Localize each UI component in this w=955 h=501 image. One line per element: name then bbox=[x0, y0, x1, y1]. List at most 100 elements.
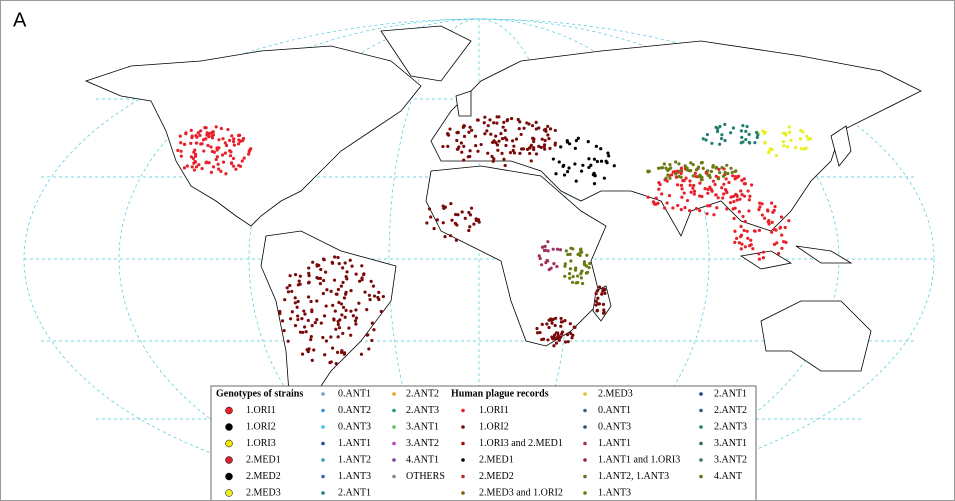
record-point bbox=[363, 290, 367, 294]
panel-label: A bbox=[13, 9, 27, 31]
record-point bbox=[753, 141, 757, 145]
legend-label: 0.ANT1 bbox=[598, 405, 631, 416]
record-point bbox=[671, 206, 675, 210]
record-point bbox=[231, 156, 236, 161]
record-point bbox=[677, 162, 681, 166]
record-point bbox=[370, 321, 374, 325]
record-point bbox=[194, 165, 199, 169]
record-point bbox=[741, 214, 745, 219]
record-point bbox=[528, 151, 532, 156]
record-point bbox=[184, 132, 188, 136]
record-point bbox=[758, 205, 762, 209]
record-point bbox=[502, 157, 506, 161]
record-point bbox=[772, 227, 777, 232]
record-point bbox=[739, 141, 743, 145]
record-point bbox=[212, 150, 216, 154]
record-point bbox=[724, 177, 728, 181]
record-point bbox=[739, 247, 743, 251]
record-point bbox=[692, 192, 696, 196]
record-point bbox=[483, 132, 487, 136]
record-point bbox=[737, 241, 741, 245]
record-point bbox=[576, 252, 580, 257]
record-point bbox=[646, 170, 650, 174]
record-point bbox=[370, 338, 374, 343]
legend-label: 2.MED1 bbox=[479, 454, 514, 465]
legend-marker bbox=[461, 458, 465, 462]
record-point bbox=[286, 290, 291, 294]
record-point bbox=[324, 270, 328, 274]
record-point bbox=[735, 236, 739, 241]
record-point bbox=[780, 246, 784, 250]
record-point bbox=[568, 267, 572, 271]
record-point bbox=[700, 175, 704, 179]
record-point bbox=[731, 194, 735, 198]
record-point bbox=[746, 189, 750, 193]
legend-marker bbox=[225, 489, 233, 497]
legend-marker bbox=[583, 392, 587, 396]
record-point bbox=[540, 137, 544, 141]
record-point bbox=[726, 171, 730, 176]
record-point bbox=[805, 134, 809, 138]
record-point bbox=[472, 222, 476, 226]
record-point bbox=[689, 190, 693, 194]
record-point bbox=[701, 166, 705, 171]
record-point bbox=[304, 330, 308, 334]
legend-marker bbox=[583, 458, 587, 462]
legend-marker bbox=[699, 408, 703, 413]
record-point bbox=[679, 171, 683, 176]
record-point bbox=[230, 134, 234, 138]
record-point bbox=[223, 141, 227, 145]
record-point bbox=[335, 350, 340, 355]
record-point bbox=[448, 234, 453, 238]
record-point bbox=[600, 292, 604, 296]
record-point bbox=[780, 233, 784, 237]
record-point bbox=[532, 147, 536, 152]
record-point bbox=[500, 151, 504, 155]
record-points bbox=[176, 115, 812, 366]
record-point bbox=[310, 310, 314, 314]
record-point bbox=[698, 181, 702, 185]
record-point bbox=[322, 314, 327, 318]
legend-marker bbox=[321, 474, 325, 479]
record-point bbox=[659, 166, 663, 170]
record-point bbox=[334, 362, 338, 366]
record-point bbox=[450, 218, 454, 222]
record-point bbox=[660, 192, 664, 196]
legend-label: 1.ORI2 bbox=[479, 421, 509, 432]
record-point bbox=[341, 305, 346, 309]
record-point bbox=[295, 305, 299, 309]
record-point bbox=[341, 280, 345, 285]
record-point bbox=[585, 253, 589, 257]
record-point bbox=[553, 323, 557, 328]
record-point bbox=[309, 335, 313, 339]
record-point bbox=[310, 323, 314, 328]
record-point bbox=[332, 317, 336, 321]
record-point bbox=[731, 174, 735, 178]
record-point bbox=[582, 262, 586, 266]
record-point bbox=[675, 183, 680, 187]
record-point bbox=[704, 138, 708, 142]
record-point bbox=[706, 191, 710, 195]
record-point bbox=[787, 130, 792, 134]
record-point bbox=[492, 121, 496, 125]
record-point bbox=[349, 289, 353, 293]
record-point bbox=[566, 340, 570, 344]
record-point bbox=[579, 276, 583, 280]
record-point bbox=[343, 292, 348, 296]
record-point bbox=[306, 295, 311, 299]
record-point bbox=[547, 318, 551, 322]
record-point bbox=[309, 338, 313, 342]
record-point bbox=[666, 173, 670, 177]
record-point bbox=[300, 352, 305, 356]
record-point bbox=[241, 136, 246, 141]
record-point bbox=[712, 213, 716, 217]
record-point bbox=[537, 144, 541, 148]
record-point bbox=[219, 126, 223, 131]
record-point bbox=[336, 319, 340, 324]
record-point bbox=[201, 138, 206, 142]
record-point bbox=[657, 180, 661, 185]
record-point bbox=[714, 193, 718, 197]
record-point bbox=[770, 230, 774, 234]
record-point bbox=[674, 160, 678, 164]
record-point bbox=[324, 339, 329, 343]
